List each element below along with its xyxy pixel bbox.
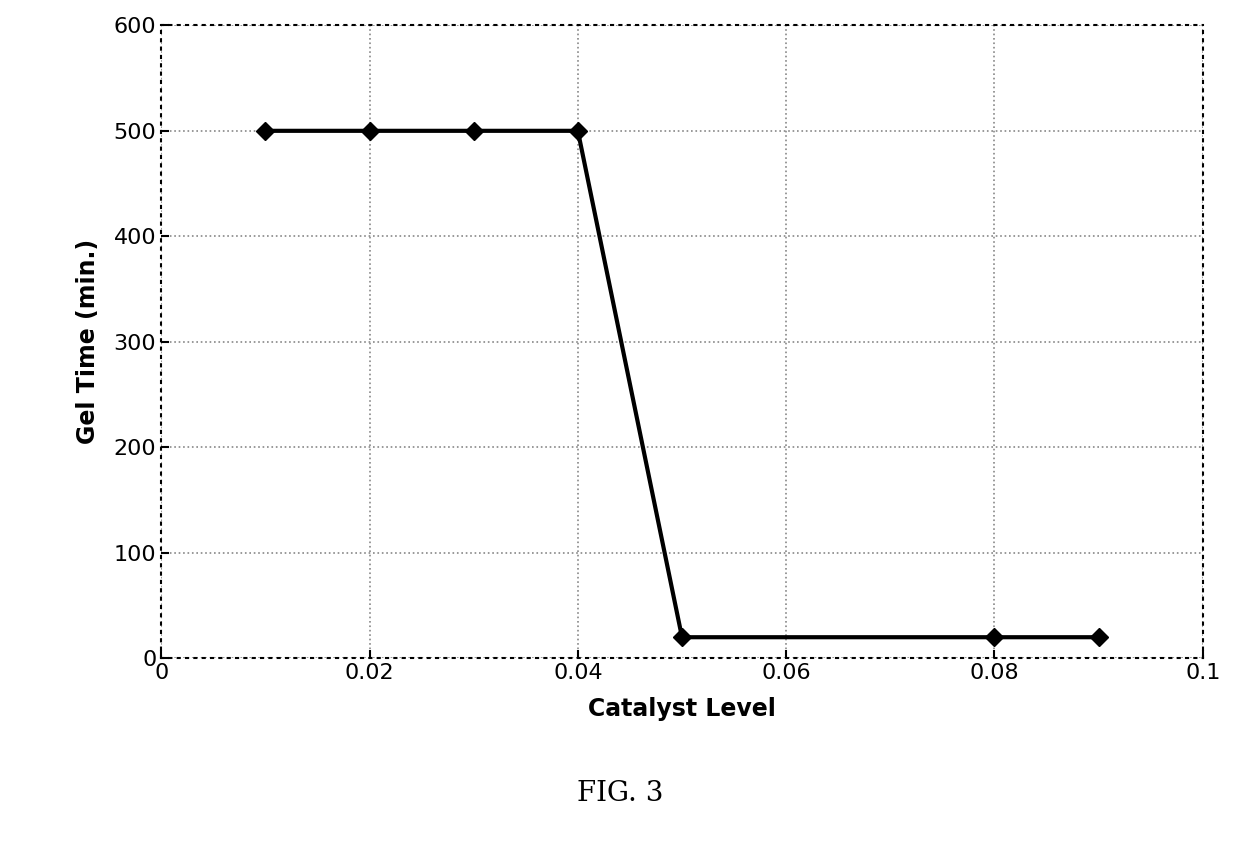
X-axis label: Catalyst Level: Catalyst Level [588,697,776,721]
Y-axis label: Gel Time (min.): Gel Time (min.) [76,239,99,445]
Text: FIG. 3: FIG. 3 [577,780,663,807]
